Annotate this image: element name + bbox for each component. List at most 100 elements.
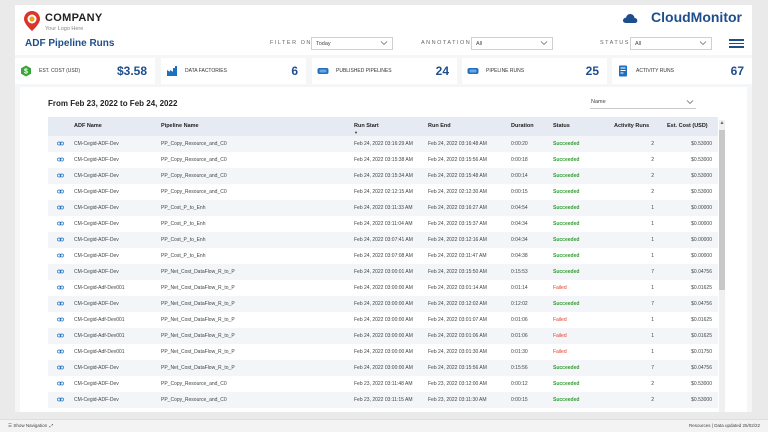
cell-est-cost: $0.53000: [691, 141, 712, 147]
cell-status: Succeeded: [553, 157, 580, 163]
col-header-run-end[interactable]: Run End: [428, 123, 451, 129]
cell-adf-name: CM-Cegid-Adf-Dev001: [74, 333, 125, 339]
status-dropdown[interactable]: All: [630, 37, 712, 50]
table-row[interactable]: CM-Cegid-ADF-Dev PP_Cost_P_to_Enh Feb 24, …: [48, 248, 718, 264]
cell-est-cost: $0.04756: [691, 365, 712, 371]
link-icon[interactable]: [57, 189, 64, 194]
link-icon[interactable]: [57, 317, 64, 322]
show-navigation-button[interactable]: ☰ Show Navigation ⤢: [8, 423, 53, 429]
link-icon[interactable]: [57, 253, 64, 258]
link-icon[interactable]: [57, 365, 64, 370]
scroll-up-icon[interactable]: ▲: [719, 120, 725, 126]
company-tagline: Your Logo Here: [45, 26, 84, 32]
table-row[interactable]: CM-Cegid-ADF-Dev PP_Copy_Resource_and_C0 F…: [48, 184, 718, 200]
link-icon[interactable]: [57, 173, 64, 178]
status-value: All: [635, 41, 642, 47]
scroll-thumb[interactable]: [719, 130, 725, 290]
annotation-value: All: [476, 41, 483, 47]
link-icon[interactable]: [57, 301, 64, 306]
table-row[interactable]: CM-Cegid-ADF-Dev PP_Copy_Resource_and_C0 F…: [48, 152, 718, 168]
table-row[interactable]: CM-Cegid-ADF-Dev PP_Net_Cost_DataFlow_R_t…: [48, 264, 718, 280]
table-row[interactable]: CM-Cegid-ADF-Dev PP_Copy_Resource_and_C0 F…: [48, 168, 718, 184]
cell-est-cost: $0.01750: [691, 349, 712, 355]
hamburger-menu-icon[interactable]: [729, 39, 744, 48]
cell-est-cost: $0.53000: [691, 157, 712, 163]
cell-adf-name: CM-Cegid-Adf-Dev001: [74, 317, 125, 323]
table-row[interactable]: CM-Cegid-ADF-Dev PP_Copy_Resource_and_C0 F…: [48, 136, 718, 152]
cell-duration: 0:04:54: [511, 205, 528, 211]
link-icon[interactable]: [57, 141, 64, 146]
table-row[interactable]: CM-Cegid-ADF-Dev PP_Copy_Resource_and_C0 F…: [48, 392, 718, 408]
runs-panel: From Feb 23, 2022 to Feb 24, 2022 Name A…: [20, 87, 747, 412]
table-row[interactable]: CM-Cegid-Adf-Dev001 PP_Net_Cost_DataFlow_…: [48, 328, 718, 344]
cell-activity-runs: 1: [651, 317, 654, 323]
cell-adf-name: CM-Cegid-ADF-Dev: [74, 221, 119, 227]
company-logo: COMPANY Your Logo Here: [23, 10, 103, 34]
map-pin-icon: [24, 11, 40, 31]
cell-status: Succeeded: [553, 397, 580, 403]
link-icon[interactable]: [57, 157, 64, 162]
link-icon[interactable]: [57, 381, 64, 386]
cell-run-start: Feb 24, 2022 03:07:08 AM: [354, 253, 413, 259]
cell-pipeline-name: PP_Cost_P_to_Enh: [161, 205, 206, 211]
link-icon[interactable]: [57, 285, 64, 290]
table-row[interactable]: CM-Cegid-ADF-Dev PP_Net_Cost_DataFlow_R_t…: [48, 296, 718, 312]
table-row[interactable]: CM-Cegid-ADF-Dev PP_Cost_P_to_Enh Feb 24, …: [48, 216, 718, 232]
date-range-title: From Feb 23, 2022 to Feb 24, 2022: [48, 99, 178, 108]
activity-icon: [619, 65, 627, 77]
cell-activity-runs: 1: [651, 221, 654, 227]
col-header-duration[interactable]: Duration: [511, 123, 534, 129]
cell-duration: 0:15:56: [511, 365, 528, 371]
expand-icon[interactable]: ⤢: [48, 423, 54, 428]
kpi-label: PUBLISHED PIPELINES: [336, 68, 392, 74]
table-row[interactable]: CM-Cegid-ADF-Dev PP_Net_Cost_DataFlow_R_t…: [48, 360, 718, 376]
table-row[interactable]: CM-Cegid-Adf-Dev001 PP_Net_Cost_DataFlow_…: [48, 344, 718, 360]
kpi-row: $ EST. COST (USD) $3.58 DATA FACTORIES 6…: [15, 58, 752, 84]
cell-status: Failed: [553, 285, 567, 291]
kpi-label: ACTIVITY RUNS: [636, 68, 674, 74]
link-icon[interactable]: [57, 221, 64, 226]
cell-run-end: Feb 24, 2022 03:15:50 AM: [428, 269, 487, 275]
cell-pipeline-name: PP_Net_Cost_DataFlow_R_to_P: [161, 349, 235, 355]
table-scrollbar[interactable]: ▲: [719, 120, 725, 412]
cell-activity-runs: 1: [651, 285, 654, 291]
cell-run-end: Feb 24, 2022 03:12:02 AM: [428, 301, 487, 307]
col-header-pipeline-name[interactable]: Pipeline Name: [161, 123, 199, 129]
link-icon[interactable]: [57, 269, 64, 274]
link-icon[interactable]: [57, 397, 64, 402]
table-row[interactable]: CM-Cegid-Adf-Dev001 PP_Net_Cost_DataFlow_…: [48, 312, 718, 328]
cell-duration: 0:00:18: [511, 157, 528, 163]
table-row[interactable]: CM-Cegid-ADF-Dev PP_Cost_P_to_Enh Feb 24, …: [48, 232, 718, 248]
table-row[interactable]: CM-Cegid-ADF-Dev PP_Copy_Resource_and_C0 F…: [48, 376, 718, 392]
link-icon[interactable]: [57, 237, 64, 242]
link-icon[interactable]: [57, 205, 64, 210]
cell-duration: 0:15:53: [511, 269, 528, 275]
col-header-adf-name[interactable]: ADF Name: [74, 123, 102, 129]
kpi-label: EST. COST (USD): [39, 68, 81, 74]
kpi-value: 25: [585, 64, 599, 78]
cell-adf-name: CM-Cegid-ADF-Dev: [74, 253, 119, 259]
col-header-activity-runs[interactable]: Activity Runs: [614, 123, 650, 129]
col-header-run-start[interactable]: Run Start: [354, 123, 379, 129]
table-row[interactable]: CM-Cegid-ADF-Dev PP_Cost_P_to_Enh Feb 24, …: [48, 200, 718, 216]
col-header-status[interactable]: Status: [553, 123, 570, 129]
table-row[interactable]: CM-Cegid-Adf-Dev001 PP_Net_Cost_DataFlow_…: [48, 280, 718, 296]
resources-link[interactable]: Resources: [689, 423, 711, 428]
cell-activity-runs: 1: [651, 253, 654, 259]
col-header-est-cost[interactable]: Est. Cost (USD): [667, 123, 708, 129]
cell-run-start: Feb 24, 2022 03:16:29 AM: [354, 141, 413, 147]
cell-activity-runs: 2: [651, 397, 654, 403]
svg-text:$: $: [24, 69, 28, 76]
cell-run-end: Feb 24, 2022 03:01:14 AM: [428, 285, 487, 291]
cell-adf-name: CM-Cegid-Adf-Dev001: [74, 285, 125, 291]
cell-run-end: Feb 24, 2022 03:16:48 AM: [428, 141, 487, 147]
link-icon[interactable]: [57, 333, 64, 338]
cell-run-end: Feb 24, 2022 03:15:56 AM: [428, 365, 487, 371]
sort-dropdown[interactable]: Name: [590, 97, 696, 109]
cell-est-cost: $0.00000: [691, 205, 712, 211]
cell-status: Succeeded: [553, 189, 580, 195]
filter-on-dropdown[interactable]: Today: [311, 37, 393, 50]
link-icon[interactable]: [57, 349, 64, 354]
cell-run-end: Feb 24, 2022 03:15:48 AM: [428, 173, 487, 179]
annotation-dropdown[interactable]: All: [471, 37, 553, 50]
